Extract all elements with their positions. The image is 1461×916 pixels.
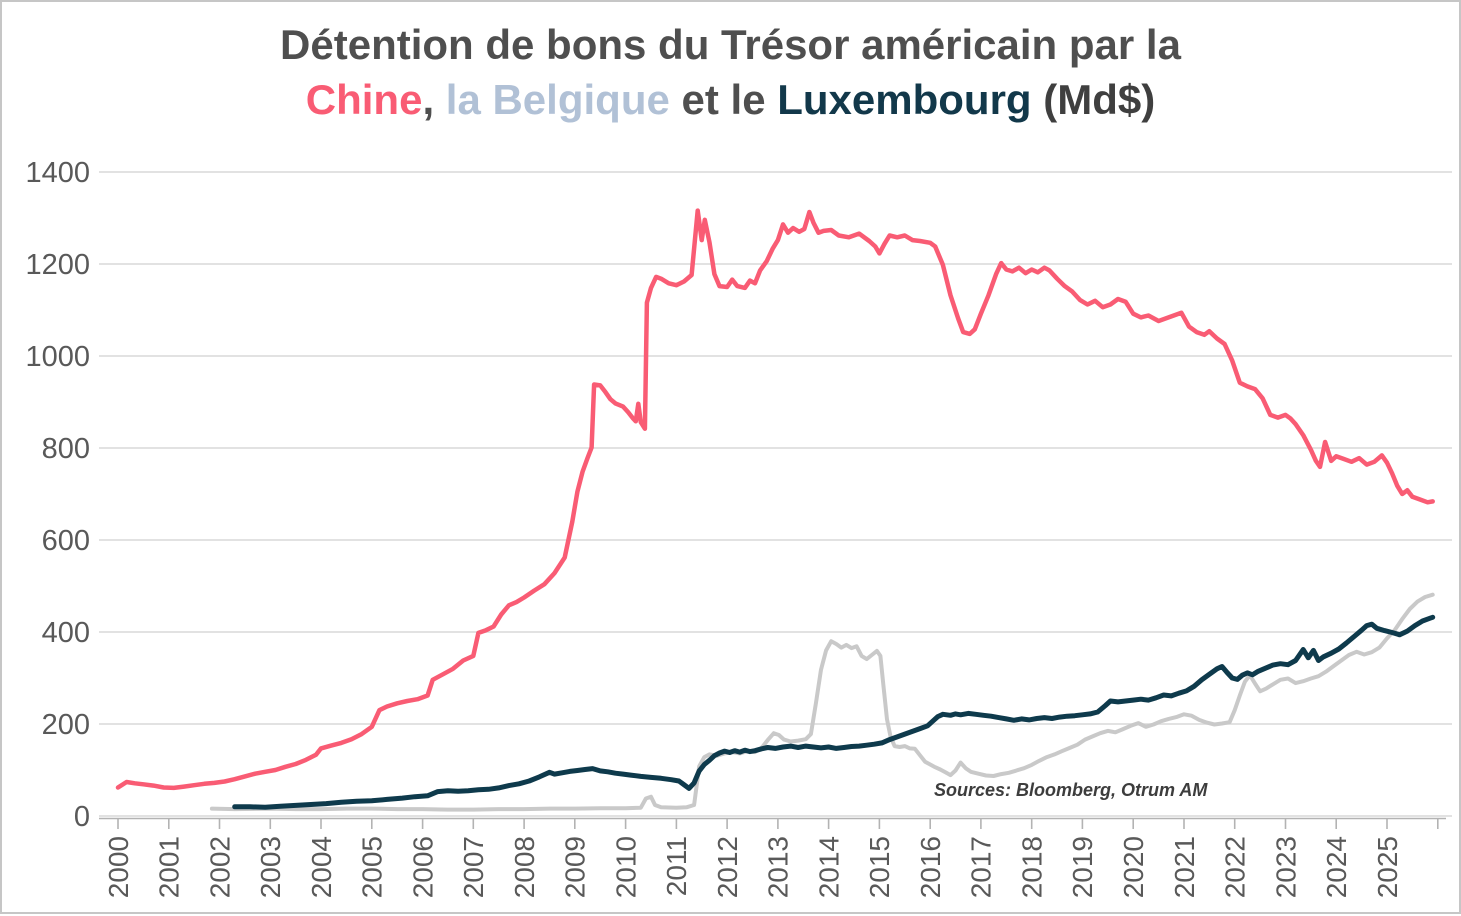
- svg-text:1400: 1400: [25, 157, 90, 189]
- svg-text:2019: 2019: [1067, 836, 1098, 898]
- source-note: Sources: Bloomberg, Otrum AM: [934, 780, 1208, 800]
- svg-text:2016: 2016: [915, 836, 946, 898]
- series-line-chine: [115, 208, 1435, 791]
- svg-text:2004: 2004: [306, 836, 337, 898]
- svg-text:2001: 2001: [154, 836, 185, 898]
- y-axis-labels: 0 200 400 600 800 1000 1200 1400: [25, 157, 90, 833]
- svg-text:2024: 2024: [1321, 836, 1352, 898]
- svg-text:2009: 2009: [560, 836, 591, 898]
- svg-text:800: 800: [42, 433, 90, 465]
- chart-title-line2: Chine, la Belgique et le Luxembourg (Md$…: [2, 73, 1459, 128]
- title-segment-4: Luxembourg: [777, 75, 1032, 123]
- title-segment-0: Chine: [305, 75, 423, 123]
- svg-text:2025: 2025: [1372, 836, 1403, 898]
- svg-text:200: 200: [42, 709, 90, 741]
- svg-text:2020: 2020: [1118, 836, 1149, 898]
- series-line-belgique: [209, 592, 1435, 812]
- svg-text:400: 400: [42, 617, 90, 649]
- svg-text:2013: 2013: [763, 836, 794, 898]
- svg-text:2002: 2002: [204, 836, 235, 898]
- svg-text:2010: 2010: [610, 836, 641, 898]
- svg-text:2018: 2018: [1016, 836, 1047, 898]
- x-axis-ticks: [117, 818, 1439, 829]
- title-segment-1: ,: [422, 75, 446, 123]
- gridlines: [99, 171, 1452, 817]
- svg-text:2017: 2017: [966, 836, 997, 898]
- svg-text:2011: 2011: [661, 836, 692, 896]
- title-segment-5: (Md$): [1031, 75, 1156, 123]
- svg-text:2015: 2015: [864, 836, 895, 898]
- svg-text:2005: 2005: [357, 836, 388, 898]
- svg-text:2022: 2022: [1220, 836, 1251, 898]
- svg-text:1000: 1000: [25, 341, 90, 373]
- svg-text:600: 600: [42, 525, 90, 557]
- svg-text:2006: 2006: [407, 836, 438, 898]
- svg-text:2000: 2000: [103, 836, 134, 898]
- svg-text:2003: 2003: [255, 836, 286, 898]
- svg-text:2012: 2012: [712, 836, 743, 898]
- series-line-luxembourg: [232, 614, 1436, 810]
- svg-text:2023: 2023: [1270, 836, 1301, 898]
- svg-text:2007: 2007: [458, 836, 489, 898]
- svg-text:1200: 1200: [25, 249, 90, 281]
- svg-text:2014: 2014: [813, 836, 844, 898]
- title-segment-2: la Belgique: [445, 75, 670, 123]
- svg-text:0: 0: [74, 801, 90, 833]
- x-axis-labels: 2000 2001 2002 2003 2004 2005 2006 2007 2008 2009…: [103, 836, 1403, 898]
- title-segment-3: et le: [669, 75, 778, 123]
- svg-text:2008: 2008: [509, 836, 540, 898]
- svg-text:2021: 2021: [1169, 836, 1200, 898]
- chart-title: Détention de bons du Trésor américain pa…: [2, 18, 1459, 127]
- chart-title-line1: Détention de bons du Trésor américain pa…: [280, 21, 1181, 68]
